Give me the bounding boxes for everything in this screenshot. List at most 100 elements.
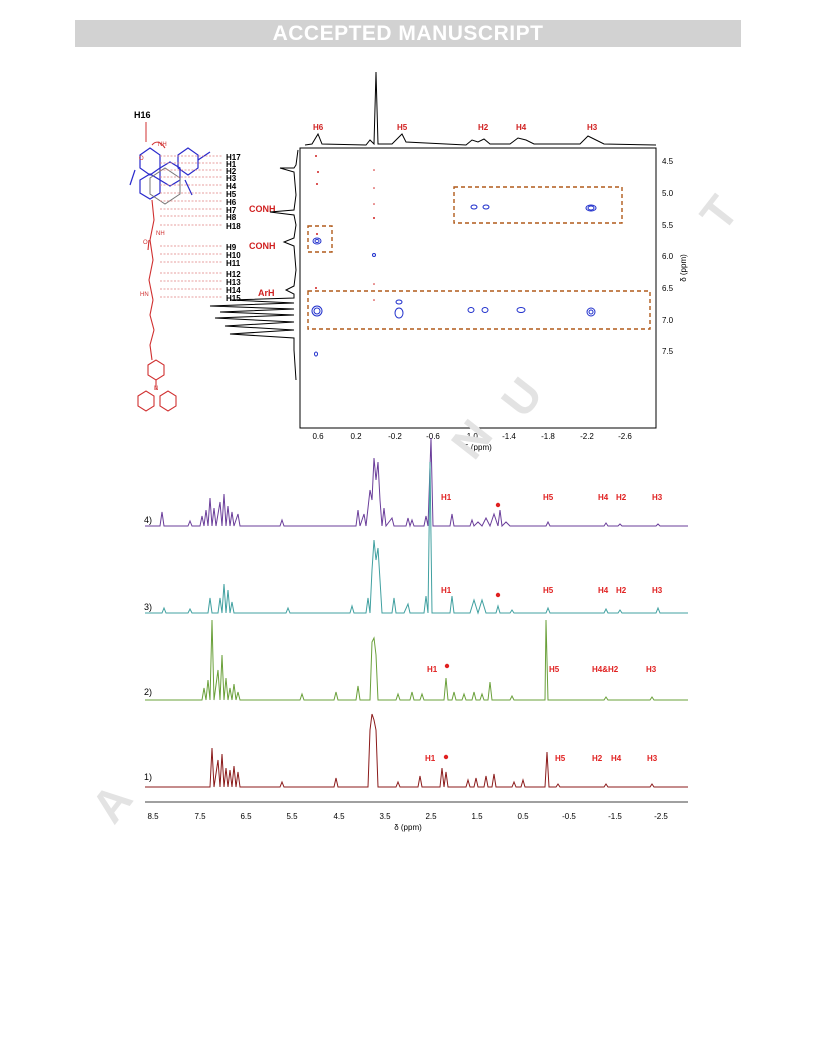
svg-text:2.5: 2.5 <box>425 812 437 821</box>
spectrum-3: 3) H1 H5 H4 H2 H3 <box>144 461 688 615</box>
svg-text:3.5: 3.5 <box>379 812 391 821</box>
svg-text:H7: H7 <box>226 206 237 215</box>
accepted-manuscript-banner: ACCEPTED MANUSCRIPT <box>75 20 741 47</box>
proton-list: H17 H1 H2 H3 H4 H5 H6 H7 H8 H18 H9 H10 H… <box>226 153 241 303</box>
svg-text:7.5: 7.5 <box>194 812 206 821</box>
svg-text:H17: H17 <box>226 153 241 162</box>
dashed-box-arh <box>307 290 651 330</box>
svg-text:H4&H2: H4&H2 <box>592 665 619 674</box>
svg-text:H2: H2 <box>226 167 237 176</box>
svg-text:H2: H2 <box>478 123 489 132</box>
svg-text:1.5: 1.5 <box>471 812 483 821</box>
svg-text:H11: H11 <box>226 259 241 268</box>
molecular-structure: H16 NH O NH O HN <box>129 110 211 412</box>
y-axis-2d: 4.5 5.0 5.5 6.0 6.5 7.0 7.5 δ (ppm) <box>662 157 688 356</box>
svg-text:0.6: 0.6 <box>312 432 324 441</box>
f2-peak-labels: H6 H5 H2 H4 H3 <box>313 123 598 132</box>
plot-2d-frame <box>299 147 657 429</box>
x-axis-1d: 8.5 7.5 6.5 5.5 4.5 3.5 2.5 1.5 0.5 -0.5… <box>145 801 688 832</box>
spectrum-1: 1) H1 H5 H2 H4 H3 <box>144 713 688 788</box>
svg-text:0.5: 0.5 <box>517 812 529 821</box>
n-label: N <box>154 386 158 392</box>
svg-text:6.0: 6.0 <box>662 252 674 261</box>
svg-text:H3: H3 <box>647 754 658 763</box>
svg-text:H5: H5 <box>543 586 554 595</box>
spectrum-4: 4) H1 H5 H4 H2 H3 <box>144 437 688 528</box>
svg-text:-1.4: -1.4 <box>502 432 516 441</box>
svg-text:7.5: 7.5 <box>662 347 674 356</box>
svg-text:H5: H5 <box>549 665 560 674</box>
svg-text:H6: H6 <box>313 123 324 132</box>
svg-text:H3: H3 <box>646 665 657 674</box>
o-label-2: O <box>143 240 148 246</box>
hn-label: HN <box>140 292 149 298</box>
svg-text:H5: H5 <box>397 123 408 132</box>
svg-text:H12: H12 <box>226 270 241 279</box>
svg-text:5.5: 5.5 <box>286 812 298 821</box>
svg-text:-2.2: -2.2 <box>580 432 594 441</box>
svg-text:H2: H2 <box>616 586 627 595</box>
svg-text:H10: H10 <box>226 251 241 260</box>
svg-text:5.5: 5.5 <box>662 221 674 230</box>
svg-text:H6: H6 <box>226 198 237 207</box>
spectrum-2: 2) H1 H5 H4&H2 H3 <box>144 619 688 701</box>
f1-projection <box>209 149 299 381</box>
top-figure-2d-nmr: H16 NH O NH O HN <box>129 71 688 452</box>
diagonal-specks <box>315 155 375 301</box>
svg-text:8.5: 8.5 <box>147 812 159 821</box>
bottom-figure-stacked-spectra: 4) H1 H5 H4 H2 H3 3) H1 H5 H4 H2 H3 2) H… <box>144 437 688 832</box>
svg-text:-0.2: -0.2 <box>388 432 402 441</box>
svg-text:-2.6: -2.6 <box>618 432 632 441</box>
svg-text:H5: H5 <box>226 190 237 199</box>
svg-text:H4: H4 <box>598 493 609 502</box>
svg-text:H4: H4 <box>598 586 609 595</box>
svg-text:H1: H1 <box>226 160 237 169</box>
proton-assignment-arrows <box>160 155 222 298</box>
svg-text:-1.5: -1.5 <box>608 812 622 821</box>
conh-label-2: CONH <box>249 241 276 251</box>
x-axis-2d: 0.6 0.2 -0.2 -0.6 -1.0 -1.4 -1.8 -2.2 -2… <box>300 427 656 452</box>
nh-label-1: NH <box>158 142 167 148</box>
svg-text:6.5: 6.5 <box>662 284 674 293</box>
nh-label-2: NH <box>156 231 165 237</box>
conh-label-1: CONH <box>249 204 276 214</box>
svg-text:H3: H3 <box>587 123 598 132</box>
svg-text:H3: H3 <box>652 493 663 502</box>
svg-text:δ (ppm): δ (ppm) <box>464 443 492 452</box>
svg-text:7.0: 7.0 <box>662 316 674 325</box>
o-label-1: O <box>139 156 144 162</box>
svg-text:H15: H15 <box>226 294 241 303</box>
svg-text:-1.0: -1.0 <box>464 432 478 441</box>
svg-text:H5: H5 <box>543 493 554 502</box>
spectrum-1-label: 1) <box>144 772 152 782</box>
svg-text:H3: H3 <box>226 174 237 183</box>
svg-text:H1: H1 <box>425 754 436 763</box>
svg-text:H4: H4 <box>611 754 622 763</box>
dashed-box-conh <box>307 225 333 253</box>
spectrum-2-label: 2) <box>144 687 152 697</box>
svg-text:δ (ppm): δ (ppm) <box>679 254 688 282</box>
svg-text:H9: H9 <box>226 243 237 252</box>
svg-text:6.5: 6.5 <box>240 812 252 821</box>
svg-text:H4: H4 <box>226 182 237 191</box>
svg-text:H3: H3 <box>652 586 663 595</box>
arh-label: ArH <box>258 288 275 298</box>
spectrum-3-label: 3) <box>144 602 152 612</box>
svg-text:H2: H2 <box>616 493 627 502</box>
svg-text:δ (ppm): δ (ppm) <box>394 823 422 832</box>
h16-label: H16 <box>134 110 151 120</box>
cross-peaks <box>311 204 597 357</box>
svg-text:H2: H2 <box>592 754 603 763</box>
svg-text:H14: H14 <box>226 286 241 295</box>
svg-text:-0.6: -0.6 <box>426 432 440 441</box>
f2-projection <box>304 71 657 146</box>
svg-text:0.2: 0.2 <box>350 432 362 441</box>
svg-text:H1: H1 <box>441 493 452 502</box>
svg-text:H13: H13 <box>226 278 241 287</box>
svg-text:H18: H18 <box>226 222 241 231</box>
svg-text:-2.5: -2.5 <box>654 812 668 821</box>
svg-text:-0.5: -0.5 <box>562 812 576 821</box>
dashed-box-upper-right <box>453 186 623 224</box>
svg-text:H1: H1 <box>427 665 438 674</box>
svg-text:4.5: 4.5 <box>662 157 674 166</box>
